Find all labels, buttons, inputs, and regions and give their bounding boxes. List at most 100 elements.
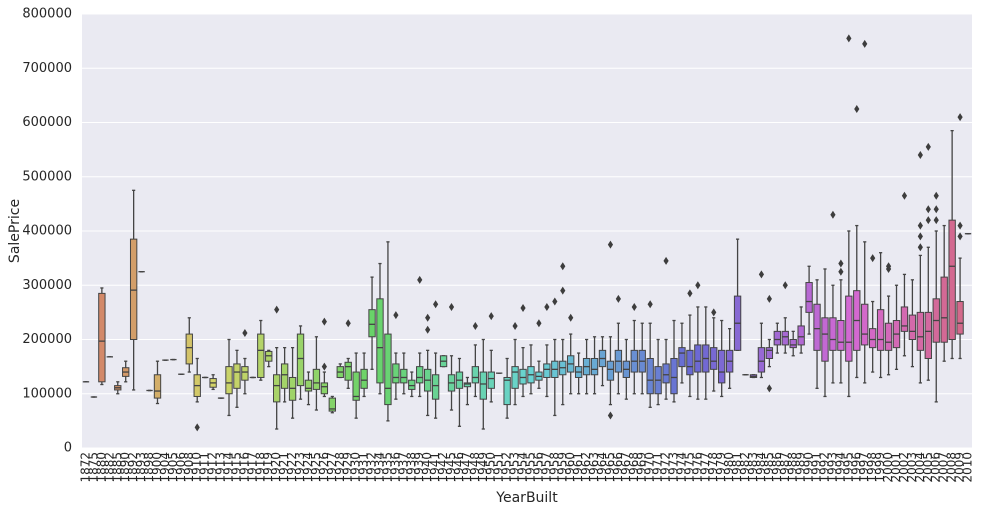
x-tick-label: 1960 bbox=[563, 452, 577, 483]
x-tick-label: 1956 bbox=[531, 452, 545, 483]
x-tick-label: 1885 bbox=[110, 452, 124, 483]
x-tick-label: 1931 bbox=[357, 452, 371, 483]
box bbox=[678, 347, 686, 368]
box bbox=[590, 357, 599, 376]
box bbox=[765, 347, 774, 359]
box bbox=[225, 366, 233, 395]
x-tick-label: 1986 bbox=[770, 452, 784, 483]
x-tick-label: 1978 bbox=[706, 452, 720, 483]
box bbox=[408, 379, 416, 390]
box bbox=[884, 322, 893, 351]
x-tick-label: 1991 bbox=[810, 452, 824, 483]
x-tick-label: 1898 bbox=[142, 452, 156, 483]
outlier bbox=[925, 205, 931, 214]
x-tick-label: 1875 bbox=[86, 452, 100, 483]
x-tick-label: 1967 bbox=[619, 452, 633, 483]
outlier bbox=[782, 281, 788, 290]
box bbox=[479, 371, 487, 400]
x-tick-label: 1989 bbox=[794, 452, 808, 483]
x-tick-label: 1964 bbox=[595, 452, 609, 483]
outlier bbox=[472, 321, 478, 330]
box bbox=[376, 298, 384, 384]
x-tick-label: 1951 bbox=[492, 452, 506, 483]
x-tick-label: 1972 bbox=[659, 452, 673, 483]
x-tick-label: 1937 bbox=[396, 452, 410, 483]
x-tick-label: 1882 bbox=[102, 452, 116, 483]
outlier bbox=[242, 328, 248, 337]
x-tick-label: 1987 bbox=[778, 452, 792, 483]
outlier bbox=[433, 300, 439, 309]
x-tick-label: 1905 bbox=[166, 452, 180, 483]
outlier bbox=[321, 362, 327, 371]
outlier bbox=[448, 302, 455, 311]
x-tick-label: 1999 bbox=[873, 452, 887, 483]
box bbox=[916, 311, 925, 351]
outlier bbox=[417, 275, 423, 284]
outlier bbox=[917, 221, 923, 230]
x-tick-label: 1966 bbox=[611, 452, 625, 483]
outlier bbox=[766, 294, 772, 303]
box bbox=[670, 357, 678, 395]
x-tick-label: 1872 bbox=[78, 452, 92, 483]
x-tick-label: 1983 bbox=[746, 452, 760, 483]
outlier bbox=[838, 267, 844, 276]
outlier bbox=[957, 232, 963, 241]
outlier bbox=[830, 210, 836, 219]
x-tick-label: 1908 bbox=[182, 452, 196, 483]
outlier bbox=[393, 311, 399, 320]
box bbox=[328, 397, 336, 412]
outlier bbox=[615, 294, 621, 303]
box bbox=[821, 317, 829, 362]
y-tick-label: 500000 bbox=[22, 169, 72, 184]
x-axis-label: YearBuilt bbox=[495, 490, 558, 506]
x-tick-label: 1955 bbox=[523, 452, 537, 483]
outlier bbox=[957, 113, 963, 122]
x-tick-label: 1938 bbox=[404, 452, 418, 483]
x-tick-label: 1927 bbox=[325, 452, 339, 483]
box bbox=[98, 292, 106, 383]
outlier bbox=[520, 304, 526, 313]
x-tick-label: 1928 bbox=[333, 452, 347, 483]
outlier bbox=[345, 319, 351, 328]
outlier bbox=[607, 240, 614, 249]
x-tick-label: 1924 bbox=[301, 452, 315, 483]
box bbox=[876, 309, 885, 351]
x-tick-label: 1880 bbox=[94, 452, 108, 483]
outlier bbox=[647, 300, 653, 309]
box bbox=[940, 276, 948, 343]
box bbox=[861, 303, 869, 346]
outlier bbox=[687, 289, 693, 298]
outlier bbox=[917, 232, 923, 241]
outlier bbox=[425, 313, 431, 322]
box bbox=[908, 314, 917, 340]
x-tick-label: 1939 bbox=[412, 452, 426, 483]
box bbox=[511, 366, 519, 389]
x-tick-label: 1971 bbox=[651, 452, 665, 483]
outlier bbox=[917, 151, 923, 160]
x-tick-label: 2004 bbox=[913, 452, 927, 483]
x-tick-label: 1890 bbox=[118, 452, 132, 483]
x-tick-label: 1981 bbox=[730, 452, 744, 483]
box bbox=[845, 295, 853, 362]
box bbox=[789, 339, 797, 349]
outlier bbox=[425, 325, 431, 334]
box bbox=[503, 376, 511, 406]
x-tick-label: 1996 bbox=[849, 452, 863, 483]
box bbox=[312, 368, 321, 390]
outlier bbox=[885, 262, 892, 271]
box bbox=[471, 366, 480, 384]
y-tick-label: 200000 bbox=[22, 332, 72, 347]
x-tick-label: 1912 bbox=[206, 452, 220, 483]
x-tick-label: 1952 bbox=[500, 452, 514, 483]
y-tick-label: 700000 bbox=[22, 61, 72, 76]
box bbox=[431, 374, 440, 400]
box bbox=[344, 361, 352, 381]
outlier bbox=[933, 216, 939, 225]
x-tick-label: 1932 bbox=[365, 452, 379, 483]
x-tick-label: 1953 bbox=[508, 452, 522, 483]
x-tick-label: 1948 bbox=[468, 452, 482, 483]
box bbox=[241, 366, 249, 381]
x-tick-label: 1929 bbox=[341, 452, 355, 483]
x-tick-label: 2008 bbox=[945, 452, 959, 483]
box bbox=[543, 363, 551, 378]
